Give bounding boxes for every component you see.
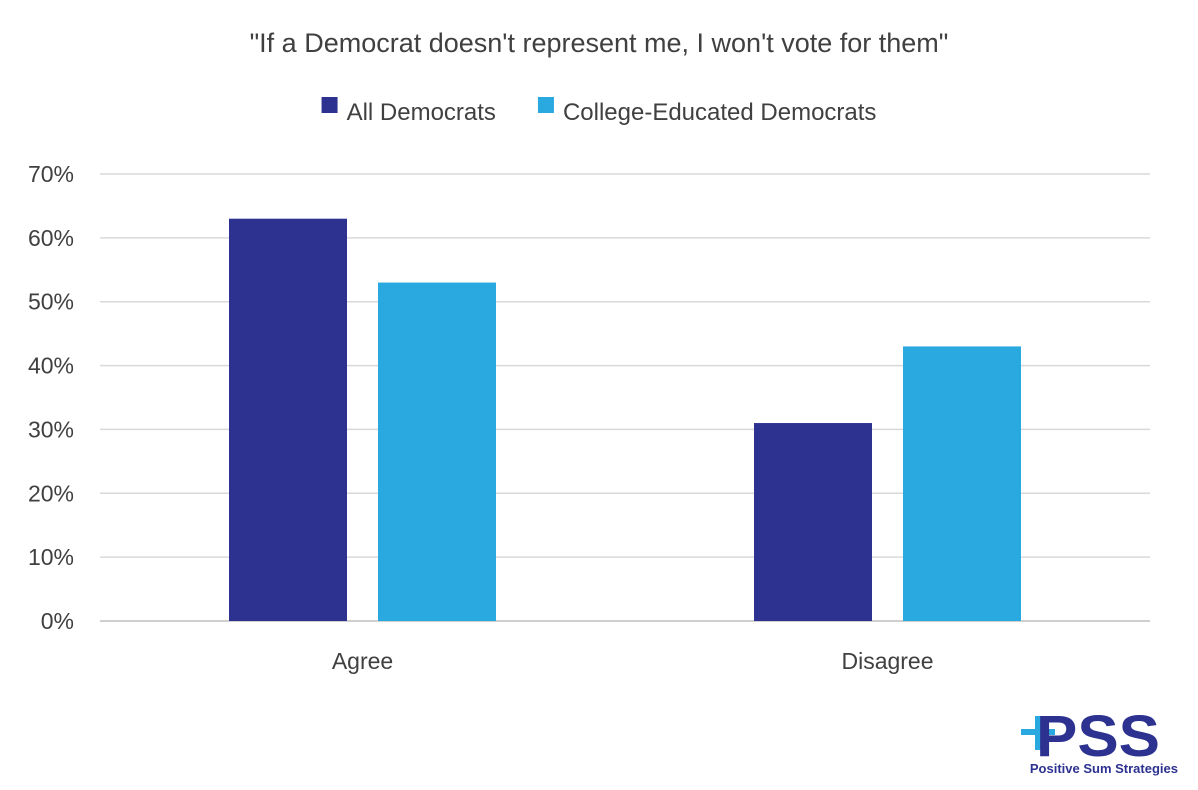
logo-tagline: Positive Sum Strategies [1030, 761, 1178, 776]
bar-disagree-series-1 [754, 423, 872, 621]
chart-title: "If a Democrat doesn't represent me, I w… [250, 28, 949, 58]
bar-agree-series-2 [378, 282, 496, 621]
y-axis: 0% 10% 20% 30% 40% 50% 60% 70% [28, 161, 74, 634]
y-tick-label: 30% [28, 416, 74, 442]
x-category-label: Disagree [841, 648, 933, 674]
legend-label: College-Educated Democrats [563, 99, 877, 126]
y-tick-label: 10% [28, 544, 74, 570]
pss-logo: PSS Positive Sum Strategies [1021, 704, 1178, 776]
bar-agree-series-1 [229, 218, 347, 621]
legend-item: All Democrats [321, 97, 496, 126]
y-tick-label: 60% [28, 225, 74, 251]
y-tick-label: 20% [28, 480, 74, 506]
y-tick-label: 70% [28, 161, 74, 187]
y-tick-label: 50% [28, 289, 74, 315]
logo-letters: PSS [1036, 704, 1160, 769]
x-axis: Agree Disagree [332, 648, 934, 674]
legend-swatch [537, 97, 554, 113]
bar-disagree-series-2 [903, 346, 1021, 621]
logo-plus-vertical [1035, 716, 1041, 750]
y-tick-label: 40% [28, 353, 74, 379]
legend-item: College-Educated Democrats [537, 97, 877, 126]
legend-swatch [321, 97, 338, 113]
legend-label: All Democrats [347, 99, 496, 126]
legend: All Democrats College-Educated Democrats [321, 97, 877, 126]
x-category-label: Agree [332, 648, 393, 674]
y-tick-label: 0% [41, 608, 74, 634]
bars [229, 218, 1021, 621]
